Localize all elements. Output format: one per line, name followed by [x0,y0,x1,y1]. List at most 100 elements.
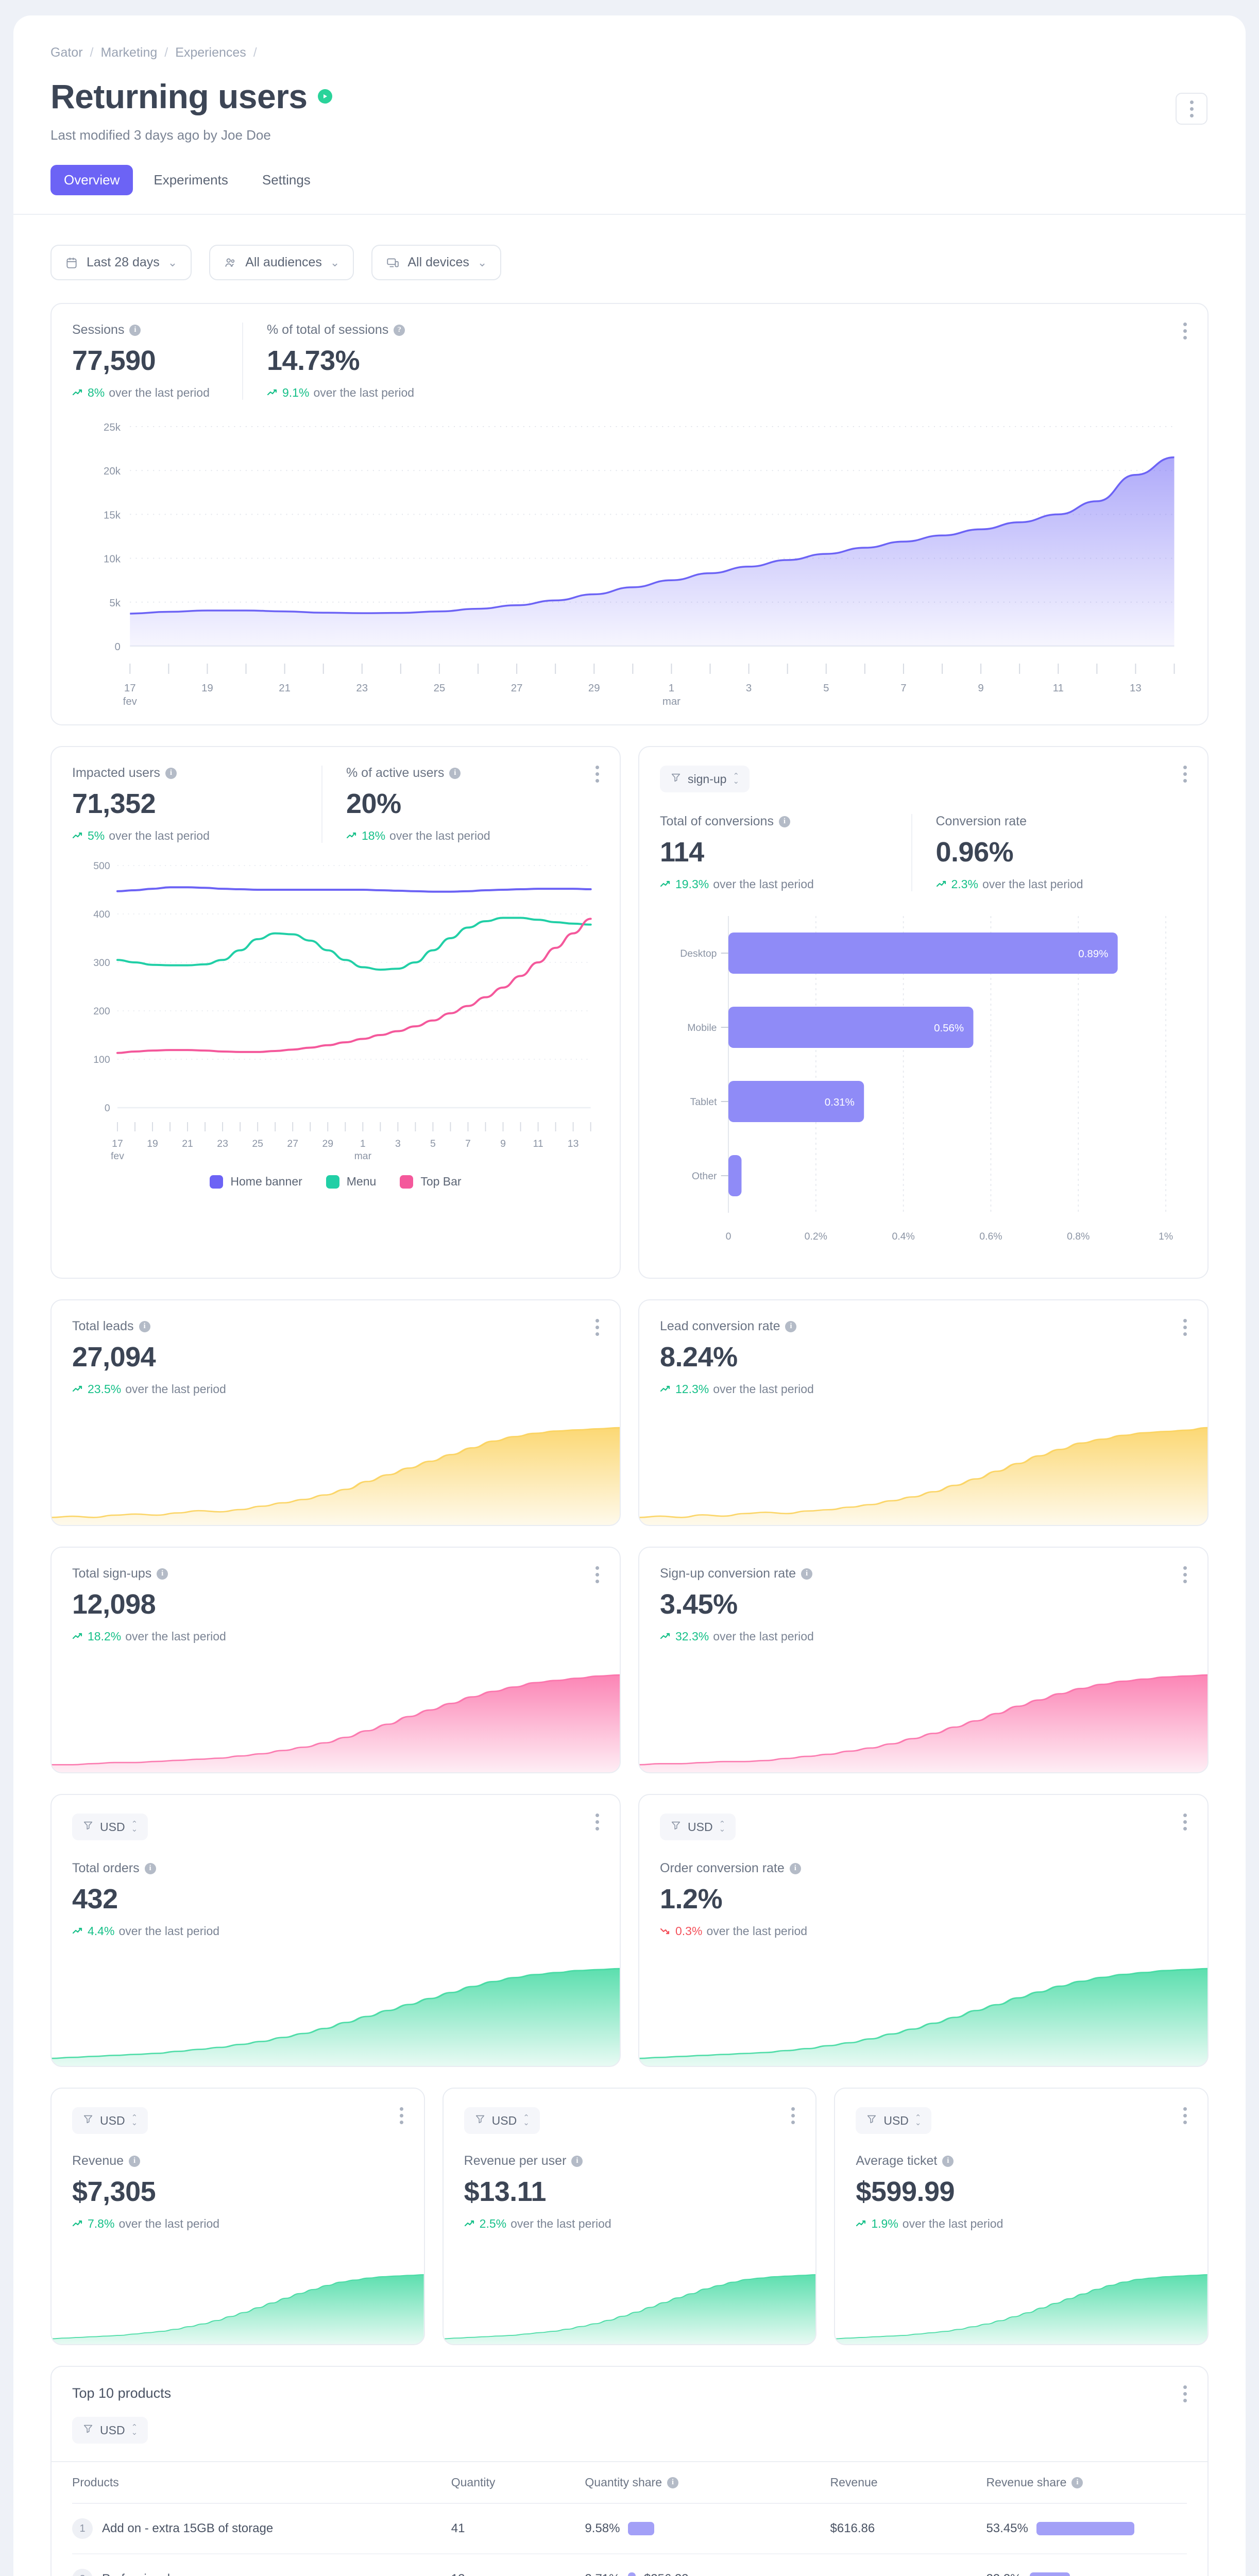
legend-swatch [326,1175,339,1189]
average-ticket-label: Average ticket [856,2154,938,2168]
trend-up-icon [267,386,278,400]
table-row[interactable]: 2 Professional 122.71%$256.23 22.2% [72,2553,1187,2576]
metric-conversion-rate-value: 0.96% [935,837,1014,868]
svg-text:5k: 5k [109,598,121,609]
info-icon[interactable]: i [139,1320,150,1332]
svg-text:27: 27 [287,1139,298,1149]
tab-experiments[interactable]: Experiments [140,165,242,195]
help-icon[interactable]: ? [394,324,405,336]
conversion-device-bar-chart: 0 0.2% 0.4% 0.6% 0.8% 1% Desktop 0.89% Mobile 0.5… [660,909,1187,1259]
svg-text:100: 100 [93,1055,110,1065]
metric-sessions-delta: 8% over the last period [72,386,227,400]
revenue-per-user-currency-filter[interactable]: USD ⌃ ⌄ [464,2107,540,2134]
play-circle-icon [317,89,332,104]
conversion-goal-filter[interactable]: sign-up ⌃ ⌄ [660,766,750,792]
svg-text:9: 9 [978,683,983,694]
table-row[interactable]: 1 Add on - extra 15GB of storage 41 9.58% $6… [72,2503,1187,2554]
page-title: Returning users [50,77,308,115]
legend-item-home-banner[interactable]: Home banner [210,1175,302,1189]
total-leads-more-button[interactable] [596,1319,599,1336]
svg-text:19: 19 [147,1139,158,1149]
info-icon[interactable]: i [165,767,177,779]
order-conversion-more-button[interactable] [1183,1814,1187,1831]
total-orders-more-button[interactable] [596,1814,599,1831]
stepper-icon: ⌃ ⌄ [523,2113,530,2127]
column-products[interactable]: Products [72,2462,451,2504]
info-icon[interactable]: i [789,1862,801,1874]
info-icon[interactable]: i [785,1320,797,1332]
column-revenue[interactable]: Revenue [830,2462,986,2504]
filter-date-range[interactable]: Last 28 days ⌄ [50,245,192,280]
info-icon[interactable]: i [778,816,790,827]
total-orders-sparkline [52,1958,620,2066]
sessions-card-more-button[interactable] [1183,323,1187,340]
revenue-currency-filter[interactable]: USD ⌃ ⌄ [72,2107,148,2134]
column-quantity-share[interactable]: Quantity share i [585,2462,830,2504]
info-icon[interactable]: i [449,767,461,779]
info-icon[interactable]: i [667,2477,679,2488]
legend-item-menu[interactable]: Menu [326,1175,376,1189]
conversion-card-more-button[interactable] [1183,766,1187,783]
lead-conversion-rate-more-button[interactable] [1183,1319,1187,1336]
breadcrumb-item-marketing[interactable]: Marketing [100,45,158,60]
filter-audiences[interactable]: All audiences ⌄ [209,245,354,280]
svg-text:fev: fev [111,1151,124,1162]
top-products-more-button[interactable] [1183,2385,1187,2402]
signup-conversion-rate-value: 3.45% [660,1589,738,1620]
impacted-line-chart: 0 100 200 300 400 500 17 fev 19 21 23 25 27 29 1 mar 3 5 7… [72,856,599,1165]
column-quantity[interactable]: Quantity [451,2462,585,2504]
info-icon[interactable]: i [129,324,141,336]
metric-conversion-rate: Conversion rate 0.96% 2.3% over the last… [911,814,1187,891]
svg-text:Mobile: Mobile [687,1023,717,1033]
revenue-per-user-delta: 2.5% over the last period [464,2217,795,2231]
tab-overview[interactable]: Overview [50,165,133,195]
svg-text:29: 29 [588,683,600,694]
svg-text:3: 3 [746,683,752,694]
signup-conversion-rate-more-button[interactable] [1183,1566,1187,1583]
funnel-icon [670,772,682,786]
top-products-currency-filter[interactable]: USD ⌃ ⌄ [72,2417,148,2444]
calendar-icon [65,256,78,269]
legend-item-top-bar[interactable]: Top Bar [400,1175,462,1189]
average-ticket-currency-filter[interactable]: USD ⌃ ⌄ [856,2107,932,2134]
info-icon[interactable]: i [157,1568,168,1580]
total-signups-card: Total sign-ups i 12,098 18.2% over the l… [50,1547,621,1773]
revenue-label: Revenue [72,2154,124,2168]
total-leads-card: Total leads i 27,094 23.5% over the last… [50,1299,621,1526]
trend-up-icon [72,386,83,400]
total-signups-more-button[interactable] [596,1566,599,1583]
order-conversion-currency-filter[interactable]: USD ⌃ ⌄ [660,1814,736,1840]
info-icon[interactable]: i [942,2155,954,2167]
funnel-icon [670,1820,682,1834]
revenue-more-button[interactable] [399,2107,403,2124]
svg-text:23: 23 [217,1139,228,1149]
breadcrumb-item-experiences[interactable]: Experiences [175,45,246,60]
info-icon[interactable]: i [129,2155,141,2167]
order-conversion-rate-card: USD ⌃ ⌄ Order conversion rate i 1.2% 0.3%… [638,1794,1209,2067]
revenue-per-user-more-button[interactable] [791,2107,795,2124]
svg-text:1%: 1% [1159,1231,1173,1242]
metric-impacted-users-value: 71,352 [72,788,156,819]
info-icon[interactable]: i [144,1862,156,1874]
total-orders-currency-filter[interactable]: USD ⌃ ⌄ [72,1814,148,1840]
info-icon[interactable]: i [571,2155,583,2167]
column-revenue-share[interactable]: Revenue share i [986,2462,1187,2504]
sessions-card: Sessions i 77,590 8% over the last perio… [50,303,1209,725]
chevron-down-icon: ⌄ [477,256,487,269]
tab-settings[interactable]: Settings [249,165,324,195]
metric-conversion-rate-delta: 2.3% over the last period [936,877,1172,891]
info-icon[interactable]: i [1071,2477,1083,2488]
svg-text:5: 5 [823,683,829,694]
info-icon[interactable]: i [801,1568,813,1580]
revenue-per-user-card: USD ⌃ ⌄ Revenue per user i $13.11 2.5% ov… [442,2088,817,2345]
funnel-icon [866,2113,877,2128]
svg-text:1: 1 [360,1139,366,1149]
product-name: Professional [102,2572,170,2576]
impacted-card-more-button[interactable] [596,766,599,783]
trend-down-icon [660,1924,671,1938]
metric-pct-active-users-label: % of active users [346,766,445,780]
average-ticket-more-button[interactable] [1183,2107,1187,2124]
breadcrumb-item-gator[interactable]: Gator [50,45,83,60]
filter-devices[interactable]: All devices ⌄ [371,245,502,280]
page-more-button[interactable] [1176,93,1207,125]
